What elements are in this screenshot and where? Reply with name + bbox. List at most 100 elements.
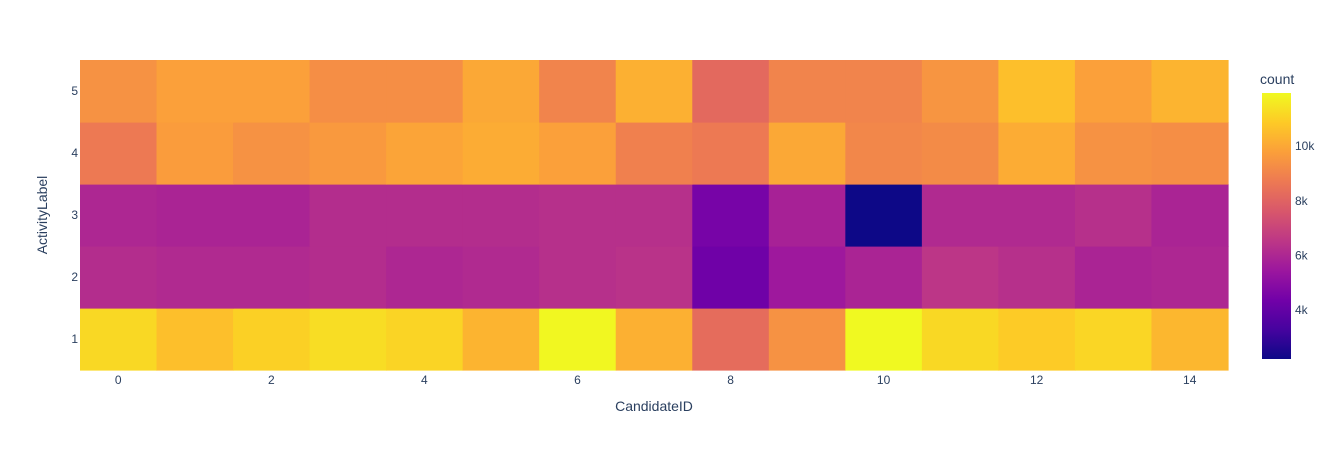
x-tick-label: 8 bbox=[727, 373, 734, 387]
heatmap-cell bbox=[233, 60, 311, 123]
x-tick-label: 10 bbox=[877, 373, 891, 387]
heatmap-cell bbox=[156, 308, 234, 371]
heatmap-cell bbox=[539, 308, 617, 371]
heatmap-cell bbox=[692, 60, 770, 123]
y-tick-label: 3 bbox=[71, 208, 78, 222]
y-tick-label: 4 bbox=[71, 146, 78, 160]
heatmap-cell bbox=[1074, 246, 1153, 309]
heatmap-cell bbox=[998, 122, 1076, 185]
heatmap-cell bbox=[692, 184, 770, 247]
heatmap-cell bbox=[768, 184, 846, 247]
heatmap-cell bbox=[80, 246, 158, 309]
heatmap-cell bbox=[998, 246, 1076, 309]
heatmap-cell bbox=[921, 60, 999, 123]
heatmap-cell bbox=[539, 60, 617, 123]
heatmap-cell bbox=[309, 308, 387, 371]
heatmap-cell bbox=[309, 246, 387, 309]
heatmap-cell bbox=[1151, 246, 1229, 309]
heatmap-cell bbox=[692, 122, 770, 185]
heatmap-cell bbox=[1074, 308, 1153, 371]
x-tick-label: 2 bbox=[268, 373, 275, 387]
y-tick-label: 5 bbox=[71, 84, 78, 98]
colorbar-gradient bbox=[1262, 93, 1291, 359]
heatmap-cells bbox=[80, 60, 1229, 371]
x-tick-label: 14 bbox=[1183, 373, 1197, 387]
heatmap-cell bbox=[309, 184, 387, 247]
heatmap-cell bbox=[462, 308, 540, 371]
heatmap-cell bbox=[1074, 60, 1153, 123]
heatmap-cell bbox=[692, 308, 770, 371]
x-axis-title: CandidateID bbox=[615, 398, 693, 414]
heatmap-cell bbox=[386, 122, 464, 185]
heatmap-cell bbox=[462, 122, 540, 185]
heatmap-cell bbox=[1151, 308, 1229, 371]
heatmap-cell bbox=[998, 184, 1076, 247]
colorbar-tick-label: 10k bbox=[1295, 139, 1315, 153]
x-tick-label: 6 bbox=[574, 373, 581, 387]
heatmap-cell bbox=[539, 246, 617, 309]
heatmap-cell bbox=[539, 184, 617, 247]
heatmap-cell bbox=[845, 60, 923, 123]
heatmap-cell bbox=[156, 122, 234, 185]
y-axis-ticks: 1 2 3 4 5 bbox=[71, 84, 78, 346]
heatmap-cell bbox=[386, 308, 464, 371]
y-tick-label: 1 bbox=[71, 332, 78, 346]
heatmap-cell bbox=[615, 184, 693, 247]
heatmap-cell bbox=[615, 246, 693, 309]
y-tick-label: 2 bbox=[71, 270, 78, 284]
colorbar-tick-label: 6k bbox=[1295, 248, 1309, 262]
heatmap-cell bbox=[845, 308, 923, 371]
heatmap-cell bbox=[80, 308, 158, 371]
heatmap-cell bbox=[768, 246, 846, 309]
heatmap-cell bbox=[998, 60, 1076, 123]
heatmap-cell bbox=[845, 246, 923, 309]
heatmap-cell bbox=[309, 60, 387, 123]
heatmap-cell bbox=[80, 60, 158, 123]
heatmap-cell bbox=[539, 122, 617, 185]
x-axis-ticks: 0 2 4 6 8 10 12 14 bbox=[115, 373, 1197, 387]
heatmap-cell bbox=[233, 122, 311, 185]
colorbar-tick-label: 4k bbox=[1295, 303, 1309, 317]
heatmap-cell bbox=[233, 308, 311, 371]
heatmap-cell bbox=[1151, 122, 1229, 185]
heatmap-cell bbox=[80, 122, 158, 185]
heatmap-cell bbox=[921, 184, 999, 247]
heatmap-cell bbox=[845, 122, 923, 185]
heatmap-cell bbox=[1151, 184, 1229, 247]
heatmap-cell bbox=[768, 122, 846, 185]
heatmap-cell bbox=[233, 246, 311, 309]
colorbar-title: count bbox=[1260, 71, 1294, 87]
y-axis-title: ActivityLabel bbox=[34, 176, 50, 255]
heatmap-cell bbox=[615, 60, 693, 123]
heatmap-cell bbox=[156, 246, 234, 309]
colorbar: count 4k 6k 8k 10k bbox=[1260, 71, 1315, 359]
heatmap-cell bbox=[156, 60, 234, 123]
heatmap-cell bbox=[386, 184, 464, 247]
heatmap-cell bbox=[462, 60, 540, 123]
heatmap-cell bbox=[80, 184, 158, 247]
heatmap-cell bbox=[615, 308, 693, 371]
heatmap-cell bbox=[845, 184, 923, 247]
heatmap-cell bbox=[1151, 60, 1229, 123]
heatmap-cell bbox=[156, 184, 234, 247]
heatmap-cell bbox=[692, 246, 770, 309]
heatmap-cell bbox=[921, 122, 999, 185]
heatmap-cell bbox=[768, 308, 846, 371]
colorbar-tick-label: 8k bbox=[1295, 194, 1309, 208]
x-tick-label: 0 bbox=[115, 373, 122, 387]
heatmap-cell bbox=[615, 122, 693, 185]
heatmap-cell bbox=[921, 308, 999, 371]
heatmap-cell bbox=[386, 246, 464, 309]
x-tick-label: 4 bbox=[421, 373, 428, 387]
heatmap-cell bbox=[462, 246, 540, 309]
colorbar-ticks: 4k 6k 8k 10k bbox=[1295, 139, 1315, 317]
heatmap-cell bbox=[1074, 122, 1153, 185]
heatmap-cell bbox=[921, 246, 999, 309]
heatmap-cell bbox=[233, 184, 311, 247]
heatmap-cell bbox=[768, 60, 846, 123]
heatmap-cell bbox=[386, 60, 464, 123]
heatmap-cell bbox=[309, 122, 387, 185]
heatmap-cell bbox=[462, 184, 540, 247]
